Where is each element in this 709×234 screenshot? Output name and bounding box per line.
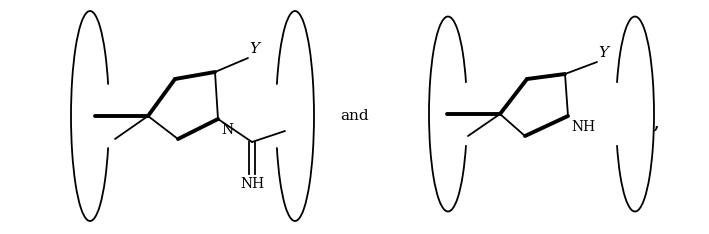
- Text: ,: ,: [652, 111, 659, 133]
- Text: N: N: [221, 123, 233, 137]
- Text: NH: NH: [240, 177, 264, 191]
- Text: NH: NH: [571, 120, 595, 134]
- Text: Y: Y: [249, 42, 259, 56]
- Text: Y: Y: [598, 46, 608, 60]
- Text: and: and: [341, 109, 369, 123]
